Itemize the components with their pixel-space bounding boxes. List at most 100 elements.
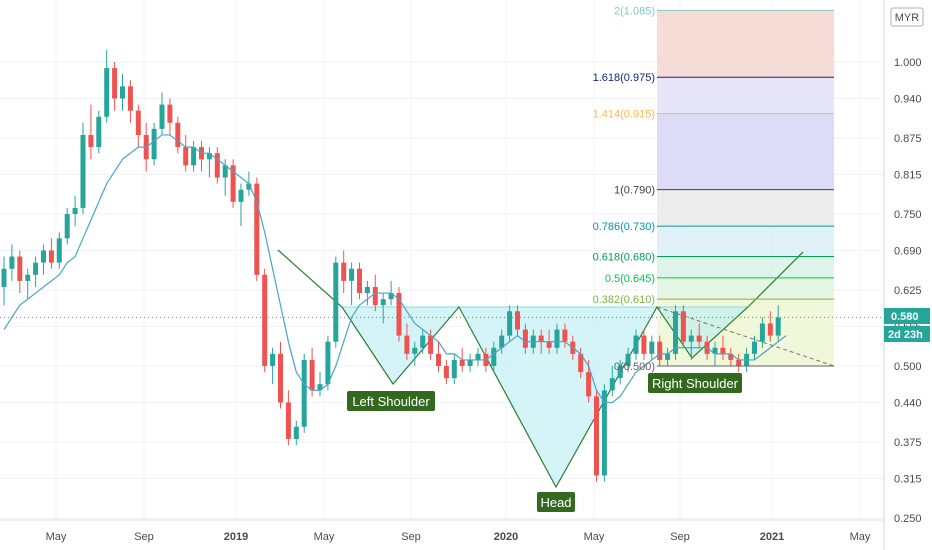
candle-body (736, 359, 742, 366)
sma-line (3, 134, 787, 404)
candle-body (712, 347, 718, 354)
candle-body (357, 268, 362, 294)
y-tick-label: 0.940 (894, 93, 922, 105)
candle-body (41, 250, 46, 263)
fib-zone (657, 113, 834, 190)
candle-body (349, 268, 355, 281)
candle-body (578, 353, 584, 373)
candle-body (333, 262, 339, 342)
candle-body (262, 274, 268, 366)
price-axis-bg (884, 0, 932, 550)
price-axis[interactable]: 1.0000.9400.8750.8150.7500.6900.6250.565… (894, 57, 922, 525)
candle-body (728, 353, 734, 360)
candle-body (17, 256, 23, 281)
candle-body (657, 341, 663, 360)
x-tick-label: 2021 (760, 531, 784, 543)
fib-zone (657, 10, 834, 78)
candle-body (270, 353, 276, 366)
candle-body (127, 86, 133, 111)
fibonacci-zones (657, 10, 834, 366)
projection-line (656, 306, 835, 367)
candle-body (88, 134, 94, 148)
candle-body (680, 311, 686, 342)
candle-body (641, 335, 647, 354)
candle-body (499, 335, 505, 348)
candle-body (159, 104, 165, 129)
candle-body (183, 147, 189, 166)
y-tick-label: 0.750 (894, 209, 922, 221)
right-shoulder-text: Right Shoulder (652, 376, 739, 391)
candle-body (230, 165, 236, 202)
candle-body (309, 359, 315, 391)
last-price-value: 0.580 (891, 311, 919, 323)
fib-zone (657, 277, 834, 300)
right-shoulder-label: Right Shoulder (648, 373, 742, 393)
candle-body (222, 165, 228, 178)
fib-zone (657, 77, 834, 114)
head-text: Head (540, 495, 571, 510)
candle-body (625, 353, 631, 366)
candle-body (64, 214, 70, 239)
candle-body (775, 317, 781, 336)
candle-body (25, 274, 31, 281)
candle-body (601, 390, 607, 476)
candle-body (293, 426, 299, 439)
y-tick-label: 0.875 (894, 133, 922, 145)
candle-body (515, 311, 520, 330)
currency-badge[interactable]: MYR (890, 7, 924, 27)
head-label: Head (537, 492, 575, 512)
candle-body (317, 384, 323, 391)
fib-label: 1.618(0.975) (593, 72, 655, 84)
x-tick-label: May (850, 531, 871, 543)
candle-body (80, 134, 86, 208)
candle-body (96, 116, 102, 148)
candle-body (1, 268, 7, 287)
candle-body (135, 110, 141, 135)
candle-body (562, 329, 568, 342)
candle-body (428, 335, 434, 354)
candle-body (191, 147, 197, 166)
candle-body (254, 183, 260, 275)
candle-body (467, 359, 473, 366)
x-tick-label: Sep (401, 531, 421, 543)
candle-body (388, 293, 394, 300)
fib-zone (657, 189, 834, 227)
candle-body (412, 347, 418, 354)
y-tick-label: 0.315 (894, 473, 922, 485)
candle-body (238, 189, 244, 202)
time-axis[interactable]: May Sep 2019 May Sep 2020 May Sep 2021 May (46, 531, 871, 543)
candle-body (214, 153, 220, 178)
candle-body (285, 402, 291, 439)
candle-body (206, 153, 212, 160)
candle-body (720, 347, 726, 354)
fib-label: 2(1.085) (614, 5, 655, 17)
currency-label: MYR (895, 12, 920, 24)
x-tick-label: Sep (134, 531, 154, 543)
last-price-tag: 0.580 2d 23h (884, 308, 930, 342)
pattern-fill-right (657, 307, 748, 358)
candle-body (48, 250, 54, 263)
candle-body (364, 286, 370, 294)
x-tick-label: Sep (670, 531, 690, 543)
candle-body (451, 359, 457, 379)
candle-body (688, 335, 694, 342)
y-tick-label: 0.375 (894, 437, 922, 449)
candle-body (167, 104, 173, 123)
candle-body (396, 293, 402, 336)
candle-body (475, 353, 481, 360)
left-shoulder-label: Left Shoulder (347, 391, 435, 411)
moving-average (3, 134, 787, 404)
candle-body (404, 335, 410, 354)
candle-body (609, 378, 615, 391)
candle-body (673, 311, 678, 354)
candle-body (459, 359, 465, 366)
y-tick-label: 1.000 (894, 57, 922, 69)
x-tick-label: May (584, 531, 605, 543)
candle-body (56, 238, 62, 263)
candle-body (617, 366, 623, 379)
candle-body (372, 286, 378, 306)
x-tick-label: May (314, 531, 335, 543)
countdown-value: 2d 23h (888, 329, 923, 341)
candle-body (554, 329, 560, 348)
